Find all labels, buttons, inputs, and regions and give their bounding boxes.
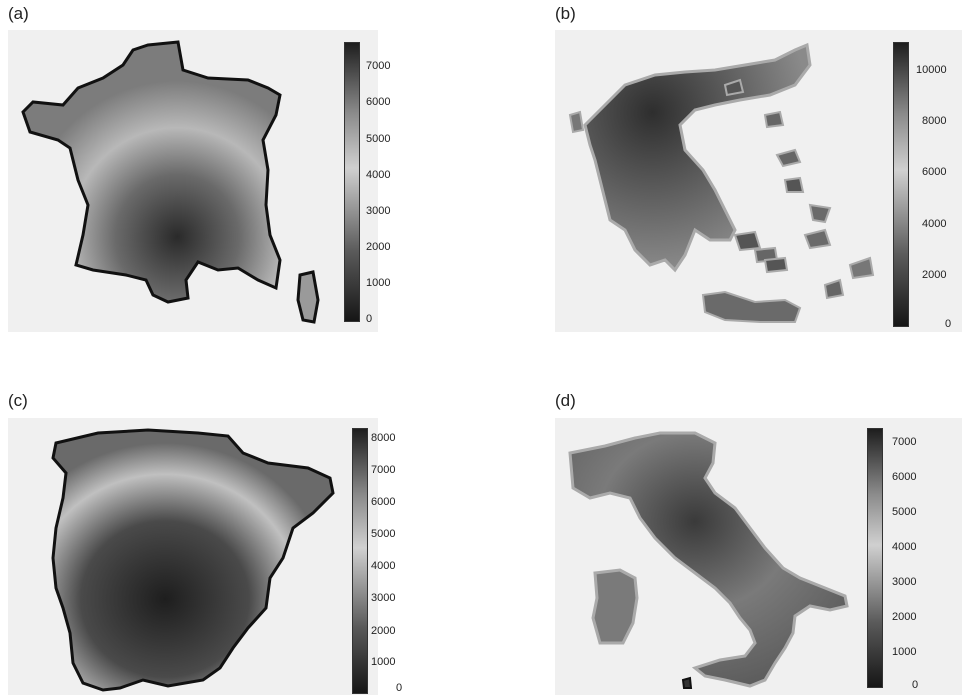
tick-label: 5000 <box>366 133 391 145</box>
italy-map <box>568 431 849 689</box>
tick-label: 4000 <box>371 560 396 572</box>
colorbar-b <box>893 42 909 327</box>
tick-label: 8000 <box>371 432 396 444</box>
tick-label: 5000 <box>371 528 396 540</box>
colorbar-c <box>352 428 368 694</box>
tick-label: 0 <box>396 682 403 694</box>
tick-label: 6000 <box>371 496 396 508</box>
greece-map <box>568 42 875 323</box>
tick-label: 1000 <box>892 646 917 658</box>
tick-label: 2000 <box>366 241 391 253</box>
tick-label: 1000 <box>366 277 391 289</box>
tick-label: 8000 <box>922 115 947 127</box>
tick-label: 3000 <box>892 576 917 588</box>
panel-label-c: (c) <box>8 391 28 410</box>
colorbar-a <box>344 42 360 322</box>
tick-label: 6000 <box>366 96 391 108</box>
tick-label: 1000 <box>371 656 396 668</box>
tick-label: 0 <box>366 313 373 325</box>
tick-label: 4000 <box>366 169 391 181</box>
tick-label: 5000 <box>892 506 917 518</box>
tick-label: 2000 <box>922 269 947 281</box>
tick-label: 6000 <box>922 166 947 178</box>
tick-label: 2000 <box>371 625 396 637</box>
france-map <box>21 40 320 324</box>
spain-map <box>51 428 335 692</box>
tick-label: 0 <box>912 679 919 691</box>
tick-label: 7000 <box>366 60 391 72</box>
panel-label-d: (d) <box>555 391 576 410</box>
tick-label: 7000 <box>892 436 917 448</box>
tick-label: 3000 <box>366 205 391 217</box>
tick-label: 7000 <box>371 464 396 476</box>
colorbar-d <box>867 428 883 688</box>
tick-label: 4000 <box>892 541 917 553</box>
panel-label-b: (b) <box>555 4 576 23</box>
tick-label: 3000 <box>371 592 396 604</box>
tick-label: 6000 <box>892 471 917 483</box>
tick-label: 4000 <box>922 218 947 230</box>
tick-label: 10000 <box>916 64 947 76</box>
tick-label: 0 <box>945 318 952 330</box>
panel-label-a: (a) <box>8 4 29 23</box>
tick-label: 2000 <box>892 611 917 623</box>
